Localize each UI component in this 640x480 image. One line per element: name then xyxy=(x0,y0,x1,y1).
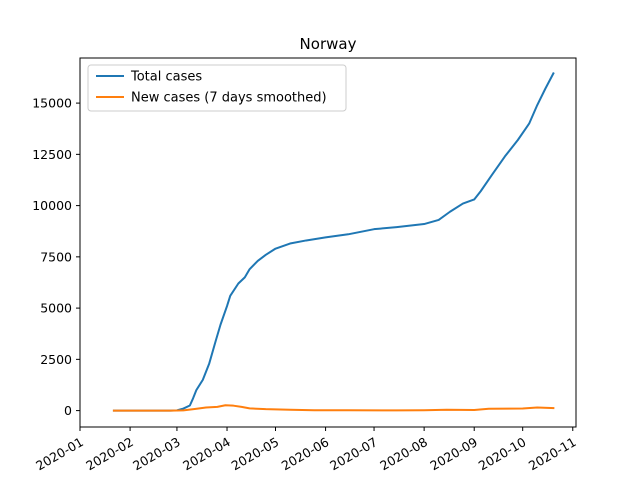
x-tick-label: 2020-05 xyxy=(229,434,282,473)
y-tick-label: 0 xyxy=(64,403,72,418)
x-tick-label: 2020-04 xyxy=(180,434,233,473)
x-tick-label: 2020-02 xyxy=(83,434,136,473)
y-tick-label: 7500 xyxy=(40,249,72,264)
x-tick-label: 2020-07 xyxy=(327,434,380,473)
x-tick-label: 2020-08 xyxy=(377,434,430,473)
y-tick-label: 10000 xyxy=(32,198,72,213)
legend: Total cases New cases (7 days smoothed) xyxy=(87,64,347,112)
x-tick-label: 2020-09 xyxy=(427,434,480,473)
legend-label-total-cases: Total cases xyxy=(130,70,202,85)
y-tick-label: 2500 xyxy=(40,352,72,367)
x-tick-label: 2020-10 xyxy=(476,434,529,473)
x-tick-label: 2020-03 xyxy=(130,434,183,473)
y-tick-label: 5000 xyxy=(40,301,72,316)
legend-box xyxy=(87,64,347,112)
y-axis: 0 2500 5000 7500 10000 12500 15000 xyxy=(32,96,80,418)
y-tick-label: 12500 xyxy=(32,147,72,162)
legend-label-new-cases: New cases (7 days smoothed) xyxy=(131,91,327,106)
chart-title: Norway xyxy=(300,35,357,53)
series-line-0 xyxy=(112,72,555,412)
x-axis: 2020-012020-022020-032020-042020-052020-… xyxy=(33,427,579,473)
plot-frame xyxy=(79,57,577,428)
x-tick-label: 2020-11 xyxy=(526,434,579,473)
x-tick-label: 2020-01 xyxy=(33,434,86,473)
series-line-1 xyxy=(112,404,555,412)
x-tick-label: 2020-06 xyxy=(279,434,332,473)
y-tick-label: 15000 xyxy=(32,96,72,111)
series-layer xyxy=(112,72,555,412)
